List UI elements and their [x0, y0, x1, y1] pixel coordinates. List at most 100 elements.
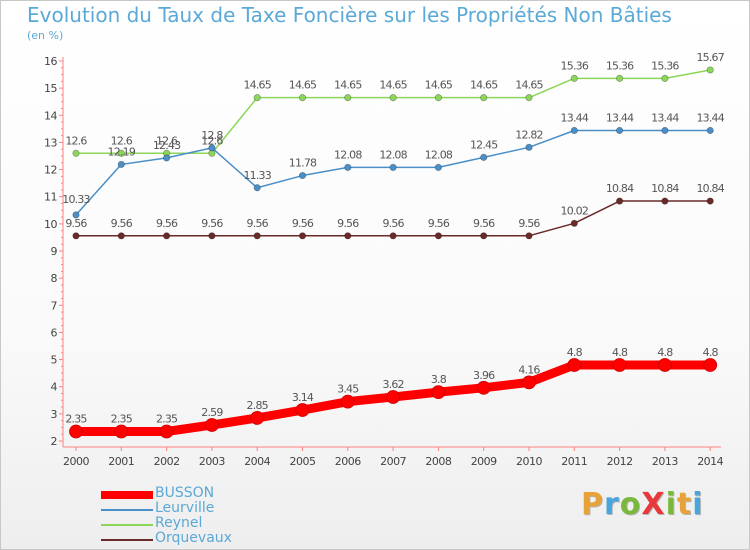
data-label: 4.8 — [657, 346, 673, 359]
data-point — [480, 94, 488, 102]
data-label: 9.56 — [111, 217, 133, 230]
x-tick-label: 2014 — [697, 455, 723, 468]
data-label: 12.08 — [334, 148, 362, 161]
data-label: 3.45 — [337, 383, 359, 396]
y-tick-label: 13 — [44, 136, 57, 149]
data-point — [525, 143, 533, 151]
data-point — [344, 163, 352, 171]
x-tick-label: 2005 — [290, 455, 316, 468]
x-tick-label: 2000 — [63, 455, 89, 468]
data-label: 14.65 — [515, 79, 543, 92]
data-point — [117, 232, 125, 240]
data-point — [570, 126, 578, 135]
data-label: 10.02 — [561, 204, 589, 217]
data-label: 9.56 — [337, 217, 359, 230]
data-point — [434, 232, 442, 240]
data-point — [661, 74, 669, 82]
data-label: 9.56 — [382, 217, 404, 230]
data-label: 4.8 — [612, 346, 628, 359]
data-point — [72, 232, 80, 240]
x-tick-label: 2012 — [607, 455, 633, 468]
x-tick-label: 2011 — [561, 455, 587, 468]
unit-label: (en %) — [27, 29, 64, 42]
y-tick-label: 15 — [44, 82, 57, 95]
data-label: 14.65 — [334, 79, 362, 92]
data-label: 12.08 — [425, 148, 453, 161]
data-point — [389, 232, 397, 240]
x-tick-label: 2003 — [199, 455, 225, 468]
data-label: 12.08 — [379, 148, 407, 161]
data-point — [298, 171, 307, 180]
data-label: 15.36 — [651, 59, 679, 72]
data-label: 4.8 — [703, 346, 719, 359]
data-point — [570, 219, 578, 227]
x-tick-label: 2006 — [335, 455, 361, 468]
data-label: 12.82 — [515, 128, 543, 141]
data-label: 3.14 — [292, 391, 314, 404]
data-label: 12.6 — [65, 134, 87, 147]
data-point — [615, 126, 624, 135]
data-point — [706, 197, 714, 205]
data-label: 4.8 — [567, 346, 583, 359]
data-label: 13.44 — [696, 111, 724, 124]
data-label: 14.65 — [470, 79, 498, 92]
data-label: 15.36 — [561, 59, 589, 72]
data-label: 12.6 — [111, 134, 133, 147]
data-point — [615, 197, 624, 205]
data-label: 3.62 — [382, 378, 403, 391]
data-point — [386, 390, 401, 404]
x-tick-label: 2013 — [652, 455, 678, 468]
y-tick-label: 11 — [44, 191, 57, 204]
data-point — [480, 153, 488, 161]
legend-swatch — [101, 539, 153, 541]
x-tick-label: 2002 — [154, 455, 180, 468]
data-point — [480, 232, 488, 240]
data-point — [72, 149, 80, 157]
data-label: 2.35 — [111, 413, 133, 426]
data-label: 11.33 — [243, 169, 271, 182]
data-label: 4.16 — [518, 363, 540, 376]
x-tick-label: 2008 — [425, 455, 451, 468]
data-point — [661, 197, 669, 205]
data-point — [434, 94, 442, 102]
data-point — [72, 211, 80, 219]
data-label: 9.56 — [247, 217, 269, 230]
data-label: 13.44 — [606, 111, 634, 124]
data-point — [298, 232, 307, 240]
data-label: 2.59 — [201, 406, 223, 419]
data-label: 10.84 — [606, 182, 634, 195]
data-label: 9.56 — [473, 217, 495, 230]
data-point — [253, 94, 261, 102]
data-point — [340, 394, 355, 409]
data-point — [204, 418, 219, 432]
data-label: 9.56 — [518, 217, 540, 230]
data-label: 14.65 — [243, 79, 271, 92]
y-tick-label: 5 — [51, 354, 58, 367]
proxiti-logo: ProXiti — [581, 487, 704, 522]
data-label: 13.44 — [561, 111, 589, 124]
data-point — [525, 232, 533, 240]
y-tick-label: 3 — [51, 408, 58, 421]
data-label: 11.78 — [289, 157, 317, 170]
data-label: 9.56 — [65, 217, 87, 230]
data-point — [612, 358, 627, 372]
data-point — [117, 149, 125, 157]
data-point — [69, 424, 83, 439]
data-point — [567, 358, 582, 372]
data-point — [250, 411, 265, 425]
data-point — [298, 94, 307, 102]
data-label: 3.96 — [473, 369, 495, 382]
y-tick-label: 14 — [44, 109, 57, 122]
y-tick-label: 7 — [51, 299, 58, 312]
data-point — [163, 154, 171, 162]
data-point — [159, 424, 174, 439]
data-point — [525, 94, 533, 102]
data-label: 15.36 — [606, 59, 634, 72]
data-point — [295, 403, 310, 417]
data-point — [117, 160, 125, 169]
y-tick-label: 8 — [51, 272, 58, 285]
data-point — [615, 74, 624, 82]
data-point — [434, 163, 442, 171]
legend-swatch — [101, 491, 153, 499]
